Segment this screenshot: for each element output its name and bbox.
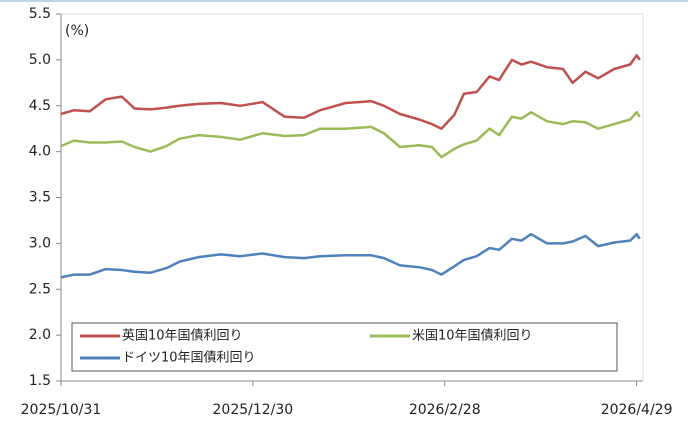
legend-label: 英国10年国債利回り bbox=[122, 329, 243, 344]
legend-label: 米国10年国債利回り bbox=[412, 329, 533, 344]
x-tick-label: 2025/12/30 bbox=[213, 402, 294, 418]
y-tick-label: 3.0 bbox=[29, 235, 51, 251]
y-tick-label: 1.5 bbox=[29, 373, 51, 389]
y-tick-label: 5.5 bbox=[29, 6, 51, 22]
series-line bbox=[60, 54, 641, 130]
y-axis-label: (%) bbox=[65, 23, 89, 39]
legend-box bbox=[71, 322, 618, 372]
series-line bbox=[60, 110, 641, 159]
x-tick-label: 2025/10/31 bbox=[21, 402, 102, 418]
x-tick-label: 2026/4/29 bbox=[601, 402, 673, 418]
y-tick-label: 5.0 bbox=[29, 52, 51, 68]
y-tick-label: 2.0 bbox=[29, 327, 51, 343]
y-tick-label: 2.5 bbox=[29, 281, 51, 297]
x-tick-label: 2026/2/28 bbox=[409, 402, 481, 418]
legend-label: ドイツ10年国債利回り bbox=[122, 351, 256, 366]
y-tick-label: 3.5 bbox=[29, 190, 51, 206]
y-tick-label: 4.5 bbox=[29, 98, 51, 114]
series-line bbox=[60, 232, 641, 279]
y-tick-label: 4.0 bbox=[29, 144, 51, 160]
